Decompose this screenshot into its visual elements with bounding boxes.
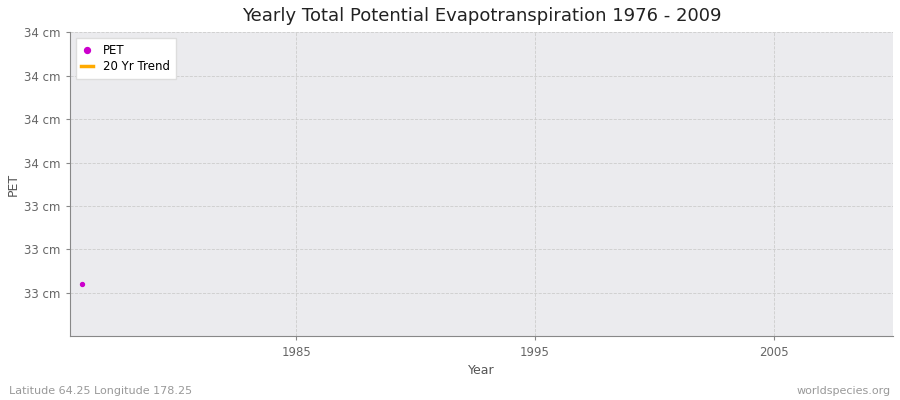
- Text: worldspecies.org: worldspecies.org: [796, 386, 891, 396]
- Title: Yearly Total Potential Evapotranspiration 1976 - 2009: Yearly Total Potential Evapotranspiratio…: [241, 7, 721, 25]
- Y-axis label: PET: PET: [7, 173, 20, 196]
- X-axis label: Year: Year: [468, 364, 495, 377]
- PET: [75, 281, 89, 288]
- Legend: PET, 20 Yr Trend: PET, 20 Yr Trend: [76, 38, 176, 79]
- Text: Latitude 64.25 Longitude 178.25: Latitude 64.25 Longitude 178.25: [9, 386, 192, 396]
